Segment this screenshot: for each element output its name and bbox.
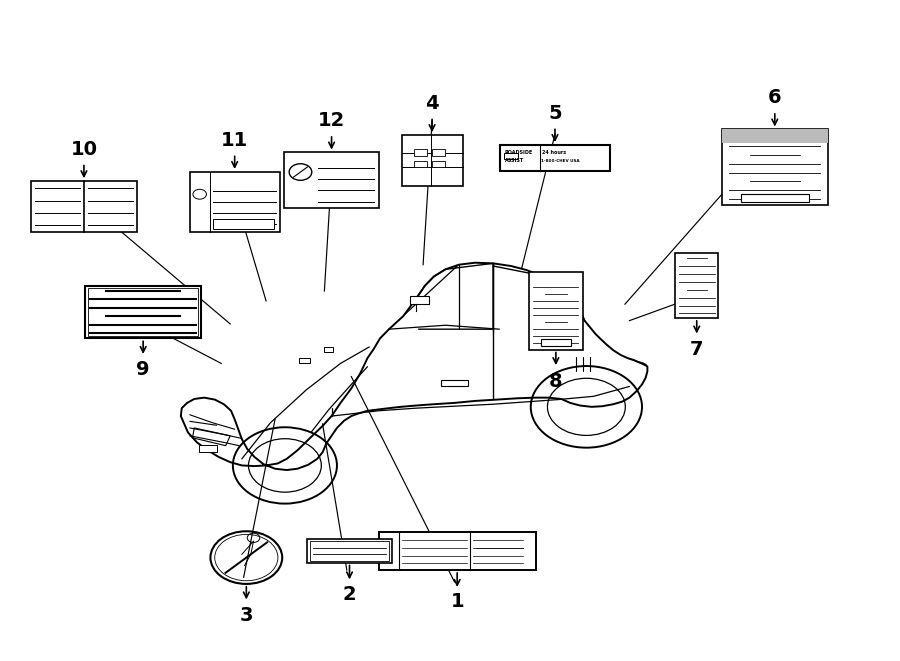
FancyBboxPatch shape [500, 145, 609, 171]
FancyBboxPatch shape [432, 161, 445, 167]
FancyBboxPatch shape [741, 194, 809, 202]
FancyBboxPatch shape [414, 149, 427, 156]
FancyBboxPatch shape [529, 272, 583, 350]
Text: 3: 3 [239, 606, 253, 625]
Text: ASSIST: ASSIST [505, 158, 524, 163]
FancyBboxPatch shape [31, 181, 137, 233]
Text: 7: 7 [690, 340, 704, 359]
Text: 11: 11 [221, 131, 248, 150]
Text: 9: 9 [137, 360, 150, 379]
FancyBboxPatch shape [190, 172, 280, 233]
FancyBboxPatch shape [414, 161, 427, 167]
Text: 10: 10 [70, 140, 97, 159]
Text: 12: 12 [318, 111, 346, 130]
FancyBboxPatch shape [300, 358, 310, 364]
FancyBboxPatch shape [401, 135, 463, 186]
FancyBboxPatch shape [432, 149, 445, 156]
Text: ROADSIDE: ROADSIDE [505, 150, 533, 155]
FancyBboxPatch shape [541, 340, 571, 346]
FancyBboxPatch shape [85, 286, 202, 338]
FancyBboxPatch shape [675, 253, 718, 318]
FancyBboxPatch shape [199, 445, 217, 451]
FancyBboxPatch shape [88, 288, 198, 336]
FancyBboxPatch shape [284, 153, 379, 208]
Text: 6: 6 [768, 89, 781, 107]
FancyBboxPatch shape [324, 347, 333, 352]
FancyBboxPatch shape [722, 130, 828, 205]
FancyBboxPatch shape [310, 541, 390, 561]
Text: 5: 5 [548, 104, 562, 123]
Text: 1: 1 [450, 592, 464, 611]
Text: 24 hours: 24 hours [542, 149, 566, 155]
FancyBboxPatch shape [213, 219, 274, 229]
Text: 1-800-CHEV USA: 1-800-CHEV USA [541, 159, 580, 163]
FancyBboxPatch shape [722, 130, 828, 143]
Text: 4: 4 [425, 94, 439, 113]
FancyBboxPatch shape [379, 532, 536, 570]
FancyBboxPatch shape [307, 539, 392, 563]
Text: 8: 8 [549, 371, 562, 391]
FancyBboxPatch shape [441, 380, 468, 387]
FancyBboxPatch shape [410, 296, 429, 304]
FancyBboxPatch shape [504, 153, 518, 159]
Text: 2: 2 [343, 584, 356, 603]
